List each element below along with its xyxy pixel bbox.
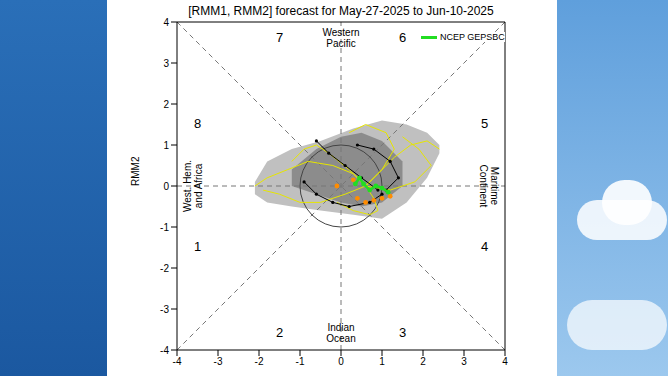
svg-text:MaritimeContinent: MaritimeContinent	[478, 165, 500, 208]
svg-text:0: 0	[163, 181, 169, 192]
svg-text:1: 1	[163, 140, 169, 151]
svg-text:-1: -1	[296, 356, 305, 367]
svg-text:-3: -3	[214, 356, 223, 367]
svg-text:1: 1	[194, 239, 201, 254]
html-text:NCEP GEPSBC: NCEP GEPSBC	[440, 32, 505, 42]
svg-text:WesternPacific: WesternPacific	[322, 27, 359, 49]
svg-text:-4: -4	[160, 345, 169, 356]
svg-text:2: 2	[276, 325, 283, 340]
svg-text:RMM2: RMM2	[130, 156, 141, 186]
svg-text:-2: -2	[160, 263, 169, 274]
svg-text:West. Hem.and Africa: West. Hem.and Africa	[182, 160, 204, 212]
svg-text:6: 6	[399, 30, 406, 45]
svg-text:3: 3	[163, 58, 169, 69]
svg-text:5: 5	[481, 116, 488, 131]
svg-text:-4: -4	[173, 356, 182, 367]
svg-text:8: 8	[194, 116, 201, 131]
svg-text:7: 7	[276, 30, 283, 45]
svg-text:3: 3	[461, 356, 467, 367]
svg-text:-2: -2	[255, 356, 264, 367]
svg-text:-3: -3	[160, 304, 169, 315]
svg-text:4: 4	[502, 356, 508, 367]
svg-text:1: 1	[379, 356, 385, 367]
svg-text:IndianOcean: IndianOcean	[326, 322, 355, 344]
svg-text:4: 4	[481, 239, 488, 254]
svg-text:0: 0	[338, 356, 344, 367]
html-text:[RMM1, RMM2] forecast for May-: [RMM1, RMM2] forecast for May-27-2025 to…	[188, 4, 494, 18]
svg-text:-1: -1	[160, 222, 169, 233]
svg-text:2: 2	[163, 99, 169, 110]
svg-text:4: 4	[163, 17, 169, 28]
svg-text:2: 2	[420, 356, 426, 367]
svg-text:3: 3	[399, 325, 406, 340]
